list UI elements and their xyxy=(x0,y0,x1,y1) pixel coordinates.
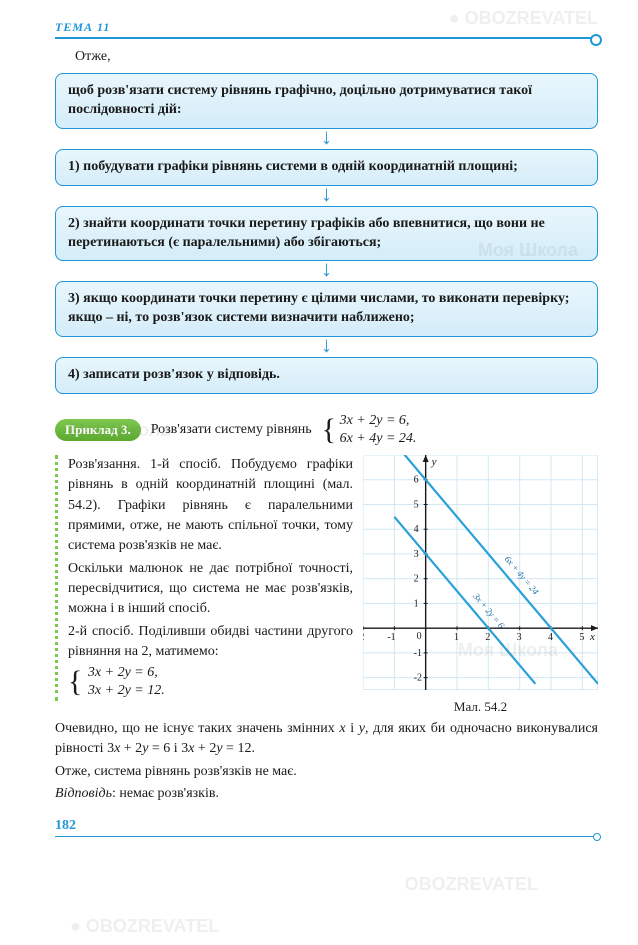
watermark: OBOZREVATEL xyxy=(405,874,538,895)
svg-text:1: 1 xyxy=(414,599,419,610)
equation-1: 3x + 2y = 6, xyxy=(340,413,410,428)
svg-text:-2: -2 xyxy=(363,632,364,643)
chart-caption: Мал. 54.2 xyxy=(363,699,598,715)
page-number: 182 xyxy=(55,818,598,834)
intro-text: Отже, xyxy=(55,49,598,65)
solution-column: Розв'язання. 1-й спосіб. Побудуємо графі… xyxy=(55,455,353,701)
svg-text:5: 5 xyxy=(414,500,419,511)
svg-text:3: 3 xyxy=(414,549,419,560)
svg-text:-2: -2 xyxy=(414,673,422,684)
example-header: Приклад 3. Розв'язати систему рівнянь { … xyxy=(55,412,598,447)
svg-text:2: 2 xyxy=(414,574,419,585)
solution-p2: Оскільки малюнок не дає потрібної точнос… xyxy=(68,559,353,620)
sys-eq-1: 3x + 2y = 6, xyxy=(88,665,158,680)
svg-text:4: 4 xyxy=(414,524,419,535)
svg-text:y: y xyxy=(431,456,437,468)
step-box-3: 3) якщо координати точки перетину є ціли… xyxy=(55,281,598,337)
solution-system: { 3x + 2y = 6, 3x + 2y = 12. xyxy=(68,664,353,699)
svg-text:x: x xyxy=(589,631,595,643)
svg-text:0: 0 xyxy=(417,631,422,642)
arrow-icon: ↓ xyxy=(55,339,598,359)
solution-p1: Розв'язання. 1-й спосіб. Побудуємо графі… xyxy=(68,455,353,556)
step-box-4: 4) записати розв'язок у відповідь. xyxy=(55,357,598,394)
tema-header: ТЕМА 11 xyxy=(55,20,598,35)
svg-text:1: 1 xyxy=(454,632,459,643)
equation-2: 6x + 4y = 24. xyxy=(340,431,417,446)
footer-rule xyxy=(55,836,598,837)
svg-text:4: 4 xyxy=(548,632,553,643)
solution-tail: Очевидно, що не існує таких значень змін… xyxy=(55,719,598,804)
sys-eq-2: 3x + 2y = 12. xyxy=(88,683,165,698)
svg-text:-1: -1 xyxy=(387,632,395,643)
svg-text:2: 2 xyxy=(485,632,490,643)
step-box-0: щоб розв'язати систему рівнянь графічно,… xyxy=(55,73,598,129)
watermark: ● OBOZREVATEL xyxy=(70,916,219,937)
arrow-icon: ↓ xyxy=(55,188,598,208)
arrow-icon: ↓ xyxy=(55,263,598,283)
header-rule xyxy=(55,37,598,39)
chart-container: xy0-2-112345-2-11234563x + 2y = 66x + 4y… xyxy=(363,455,598,715)
svg-text:-1: -1 xyxy=(414,648,422,659)
brace-icon: { xyxy=(68,667,82,697)
brace-icon: { xyxy=(322,416,336,443)
solution-p5: Отже, система рівнянь розв'язків не має. xyxy=(55,762,598,782)
example-pill: Приклад 3. xyxy=(55,419,141,441)
solution-p3: 2-й спосіб. Поділивши обидві частини дру… xyxy=(68,622,353,663)
svg-text:5: 5 xyxy=(579,632,584,643)
example-prompt: Розв'язати систему рівнянь xyxy=(151,422,312,438)
arrow-icon: ↓ xyxy=(55,131,598,151)
step-box-2: 2) знайти координати точки перетину граф… xyxy=(55,206,598,262)
chart-svg: xy0-2-112345-2-11234563x + 2y = 66x + 4y… xyxy=(363,455,598,690)
solution-p6: Відповідь: Відповідь: немає розв'язків.н… xyxy=(55,784,598,804)
solution-p4: Очевидно, що не існує таких значень змін… xyxy=(55,719,598,760)
svg-text:6: 6 xyxy=(414,475,419,486)
svg-text:3: 3 xyxy=(517,632,522,643)
